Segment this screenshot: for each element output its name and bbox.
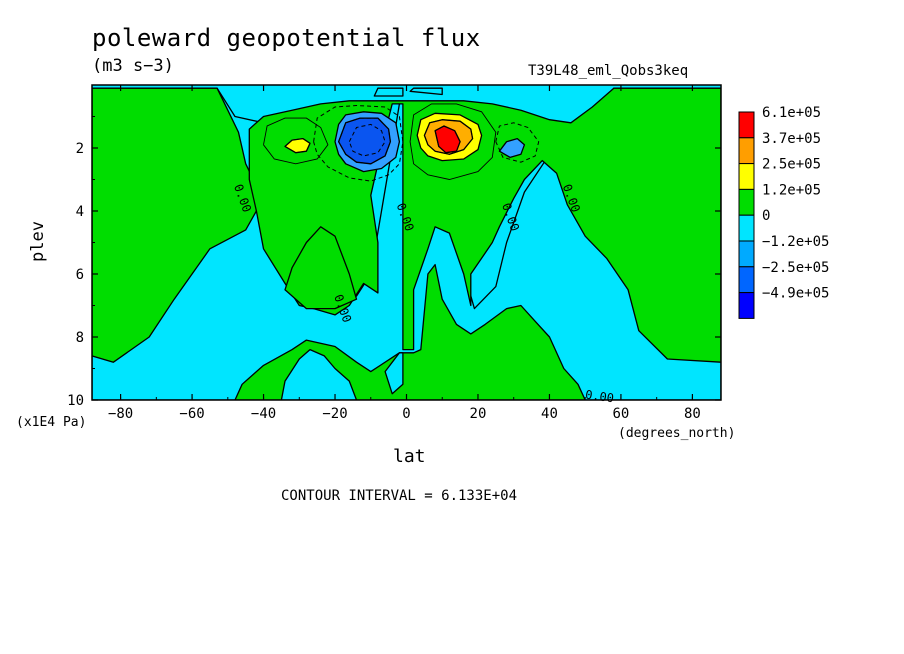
contour-interval-label: CONTOUR INTERVAL = 6.133E+04 — [281, 488, 518, 504]
contour-line-5 — [423, 119, 474, 155]
contour-line-0 — [263, 117, 329, 165]
x-tick-label-6: 40 — [541, 406, 558, 422]
region-cyan-5 — [280, 348, 358, 400]
y-tick-label-1: 4 — [76, 204, 84, 220]
region-cyan-8 — [409, 87, 443, 96]
x-tick-label-1: −60 — [179, 406, 204, 422]
legend-swatch-3 — [738, 188, 755, 216]
region-mid_blue-11 — [498, 137, 526, 159]
legend-label-3: 1.2e+05 — [762, 182, 821, 198]
colorbar-legend: 6.1e+05 3.7e+05 2.5e+05 1.2e+05 0 −1.2e+05 −2.… — [738, 105, 829, 319]
y-tick-label-0: 2 — [76, 141, 84, 157]
legend-label-5: −1.2e+05 — [762, 234, 829, 250]
legend-label-0: 6.1e+05 — [762, 105, 821, 121]
legend-swatch-6 — [738, 266, 755, 294]
legend-swatch-4 — [738, 214, 755, 242]
contour-lines — [263, 103, 540, 182]
axes: −80 −60 −40 −20 0 20 40 60 80 2 4 6 8 10 — [67, 85, 721, 422]
legend-label-1: 3.7e+05 — [762, 131, 821, 147]
contour-line-2 — [338, 117, 391, 165]
x-unit-label: (degrees_north) — [618, 426, 736, 441]
legend-swatch-0 — [738, 111, 755, 139]
x-tick-label-3: −20 — [322, 406, 347, 422]
legend-swatch-7 — [738, 292, 755, 319]
contour-line-1 — [313, 104, 404, 182]
y-tick-label-2: 6 — [76, 267, 84, 283]
contour-line-4 — [409, 103, 497, 180]
y-tick-label-3: 8 — [76, 330, 84, 346]
legend-swatch-1 — [738, 137, 755, 165]
x-tick-label-7: 60 — [613, 406, 630, 422]
x-tick-label-0: −80 — [108, 406, 133, 422]
legend-label-4: 0 — [762, 208, 770, 224]
chart-title: poleward geopotential flux — [92, 24, 481, 52]
chart-units: (m3 s−3) — [92, 56, 174, 76]
legend-label-2: 2.5e+05 — [762, 157, 821, 173]
x-tick-label-2: −40 — [251, 406, 276, 422]
legend-label-7: −4.9e+05 — [762, 286, 829, 302]
region-green-3 — [284, 226, 358, 310]
x-tick-label-5: 20 — [470, 406, 487, 422]
legend-swatch-2 — [738, 163, 755, 190]
region-cyan-6 — [384, 352, 404, 395]
legend-label-6: −2.5e+05 — [762, 260, 829, 276]
contour-line-8 — [284, 138, 311, 154]
region-cyan-7 — [373, 87, 404, 97]
contour-fills — [92, 87, 721, 400]
contour-line-6 — [434, 125, 461, 154]
region-green-1 — [92, 87, 258, 363]
contour-line-7 — [495, 122, 540, 163]
x-tick-label-8: 80 — [684, 406, 701, 422]
y-tick-label-4: 10 — [67, 393, 84, 409]
y-unit-label: (x1E4 Pa) — [16, 415, 87, 430]
contour-label-5: 0.00 — [584, 387, 615, 405]
x-axis-label: lat — [393, 446, 426, 467]
x-tick-label-4: 0 — [402, 406, 410, 422]
run-label: T39L48_eml_Qobs3keq — [528, 63, 689, 79]
legend-swatch-5 — [738, 240, 755, 268]
